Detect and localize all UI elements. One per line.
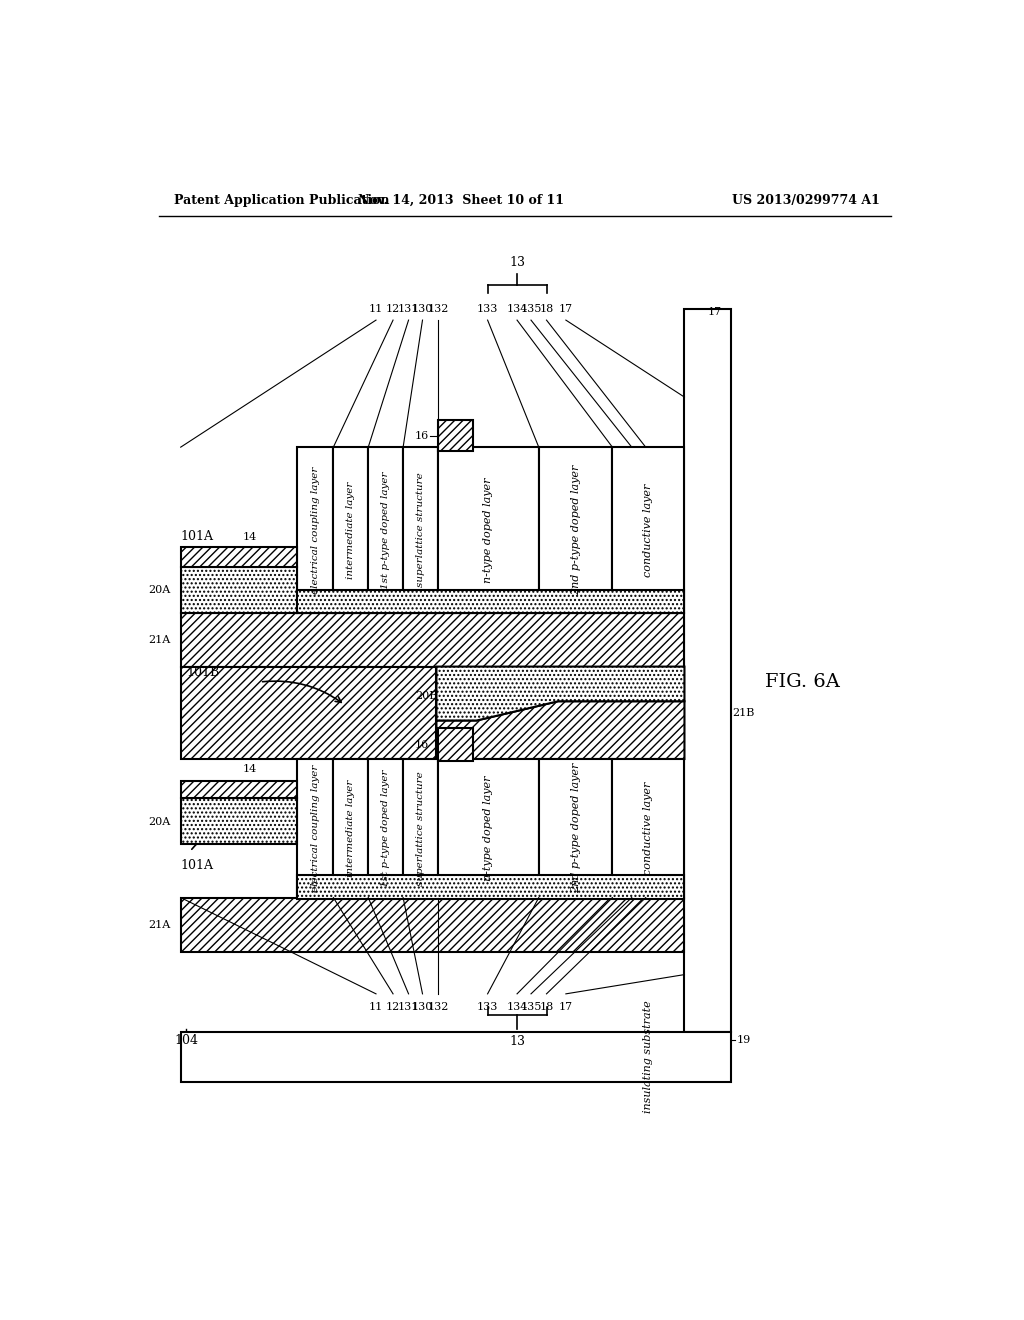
Text: 16: 16 — [415, 741, 429, 750]
Bar — [297, 590, 684, 612]
Text: 17: 17 — [559, 1002, 573, 1011]
Text: 131: 131 — [398, 1002, 419, 1011]
Text: n-type doped layer: n-type doped layer — [483, 776, 494, 880]
Text: 21A: 21A — [148, 920, 171, 929]
Text: 11: 11 — [369, 1002, 383, 1011]
Text: US 2013/0299774 A1: US 2013/0299774 A1 — [732, 194, 880, 207]
Text: 130: 130 — [412, 304, 433, 314]
Polygon shape — [180, 548, 297, 566]
Text: conductive layer: conductive layer — [643, 483, 653, 577]
Text: 134: 134 — [506, 304, 527, 314]
Bar — [297, 874, 684, 899]
Bar — [438, 729, 473, 760]
Bar — [180, 612, 684, 667]
Text: 12: 12 — [386, 304, 400, 314]
Text: 17: 17 — [708, 308, 722, 317]
Bar — [334, 759, 369, 898]
Text: 11: 11 — [369, 304, 383, 314]
Text: 101A: 101A — [180, 859, 214, 873]
Bar — [180, 566, 297, 612]
Text: FIG. 6A: FIG. 6A — [765, 673, 840, 690]
Text: 21A: 21A — [148, 635, 171, 644]
Text: 1st p-type doped layer: 1st p-type doped layer — [381, 471, 390, 589]
Text: 132: 132 — [427, 304, 449, 314]
Text: intermediate layer: intermediate layer — [346, 482, 355, 578]
Bar — [403, 447, 438, 612]
Text: superlattice structure: superlattice structure — [416, 473, 425, 587]
Bar — [403, 759, 438, 898]
Text: intermediate layer: intermediate layer — [346, 780, 355, 876]
Text: 20A: 20A — [148, 585, 171, 594]
Text: 134: 134 — [506, 1002, 527, 1011]
Text: 104: 104 — [174, 1034, 198, 1047]
Text: 14: 14 — [243, 532, 257, 543]
Bar — [180, 898, 684, 952]
Bar — [369, 759, 403, 898]
Bar — [612, 759, 684, 898]
Text: 13: 13 — [509, 1035, 525, 1048]
Text: 20A: 20A — [148, 817, 171, 828]
Text: 130: 130 — [412, 1002, 433, 1011]
Text: insulating substrate: insulating substrate — [643, 1001, 653, 1113]
Polygon shape — [436, 701, 684, 759]
Text: 135: 135 — [520, 304, 542, 314]
Text: 18: 18 — [540, 1002, 554, 1011]
Text: electrical coupling layer: electrical coupling layer — [310, 764, 319, 892]
Text: 13: 13 — [509, 256, 525, 268]
Bar — [180, 1032, 731, 1082]
Text: 132: 132 — [427, 1002, 449, 1011]
Text: 19: 19 — [736, 1035, 751, 1045]
Bar — [438, 447, 539, 612]
Text: 131: 131 — [398, 304, 419, 314]
Text: 16: 16 — [415, 430, 429, 441]
Text: 18: 18 — [540, 304, 554, 314]
Bar — [684, 309, 731, 1032]
Bar — [297, 759, 334, 898]
Bar — [438, 759, 539, 898]
Polygon shape — [180, 780, 297, 797]
Text: 101B: 101B — [186, 667, 219, 680]
Text: 133: 133 — [477, 304, 499, 314]
Bar — [334, 447, 369, 612]
Polygon shape — [436, 667, 684, 721]
Text: 133: 133 — [477, 1002, 499, 1011]
Text: n-type doped layer: n-type doped layer — [483, 477, 494, 582]
Bar — [180, 667, 436, 759]
Text: Patent Application Publication: Patent Application Publication — [174, 194, 390, 207]
Text: 2nd p-type doped layer: 2nd p-type doped layer — [570, 465, 581, 595]
Text: 14: 14 — [243, 764, 257, 775]
Bar — [438, 420, 473, 451]
Text: conductive layer: conductive layer — [643, 781, 653, 875]
Text: 20B: 20B — [416, 690, 438, 701]
Text: 17: 17 — [559, 304, 573, 314]
Text: 101A: 101A — [180, 531, 214, 544]
Text: Nov. 14, 2013  Sheet 10 of 11: Nov. 14, 2013 Sheet 10 of 11 — [358, 194, 564, 207]
Text: 21B: 21B — [732, 708, 755, 718]
Text: 2nd p-type doped layer: 2nd p-type doped layer — [570, 763, 581, 894]
Bar — [369, 447, 403, 612]
Bar — [539, 759, 612, 898]
Text: 1st p-type doped layer: 1st p-type doped layer — [381, 770, 390, 887]
Bar — [180, 797, 297, 843]
Text: 12: 12 — [386, 1002, 400, 1011]
Text: electrical coupling layer: electrical coupling layer — [310, 466, 319, 594]
Text: 135: 135 — [520, 1002, 542, 1011]
Text: superlattice structure: superlattice structure — [416, 771, 425, 886]
Bar — [297, 447, 334, 612]
Bar — [612, 447, 684, 612]
Bar — [539, 447, 612, 612]
